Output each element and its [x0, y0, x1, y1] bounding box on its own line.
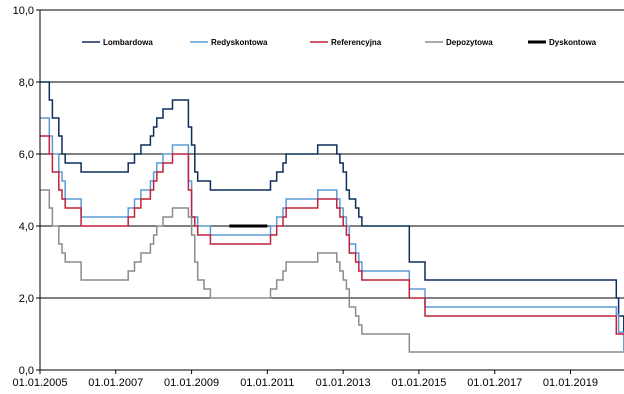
legend: Lombardowa Redyskontowa Referencyjna Depozy…: [82, 38, 597, 47]
y-tick-label: 0,0: [19, 365, 34, 377]
y-axis: 0,0 2,0 4,0 6,0 8,0 10,0: [13, 5, 40, 377]
x-tick-label: 01.01.2013: [316, 377, 371, 389]
x-tick-label: 01.01.2009: [164, 377, 219, 389]
y-tick-label: 2,0: [19, 293, 34, 305]
x-tick-label: 01.01.2019: [543, 377, 598, 389]
series-line-redyskontowa: [40, 117, 624, 351]
legend-label: Dyskontowa: [549, 38, 597, 47]
x-axis: 01.01.2005 01.01.2007 01.01.2009 01.01.2011…: [12, 370, 598, 389]
x-tick-label: 01.01.2005: [12, 377, 67, 389]
series-line-referencyjna: [40, 135, 624, 335]
series-lines: [40, 81, 624, 353]
y-tick-label: 8,0: [19, 77, 34, 89]
x-tick-label: 01.01.2015: [391, 377, 446, 389]
legend-label: Lombardowa: [103, 38, 153, 47]
series-line-depozytowa: [40, 189, 624, 353]
legend-label: Referencyjna: [331, 38, 382, 47]
x-tick-label: 01.01.2007: [88, 377, 143, 389]
y-tick-label: 10,0: [13, 5, 34, 17]
x-tick-label: 01.01.2017: [467, 377, 522, 389]
y-tick-label: 4,0: [19, 221, 34, 233]
x-tick-label: 01.01.2011: [240, 377, 294, 389]
series-line-lombardowa: [40, 81, 624, 335]
y-tick-label: 6,0: [19, 149, 34, 161]
legend-label: Depozytowa: [446, 38, 493, 47]
legend-label: Redyskontowa: [211, 38, 268, 47]
